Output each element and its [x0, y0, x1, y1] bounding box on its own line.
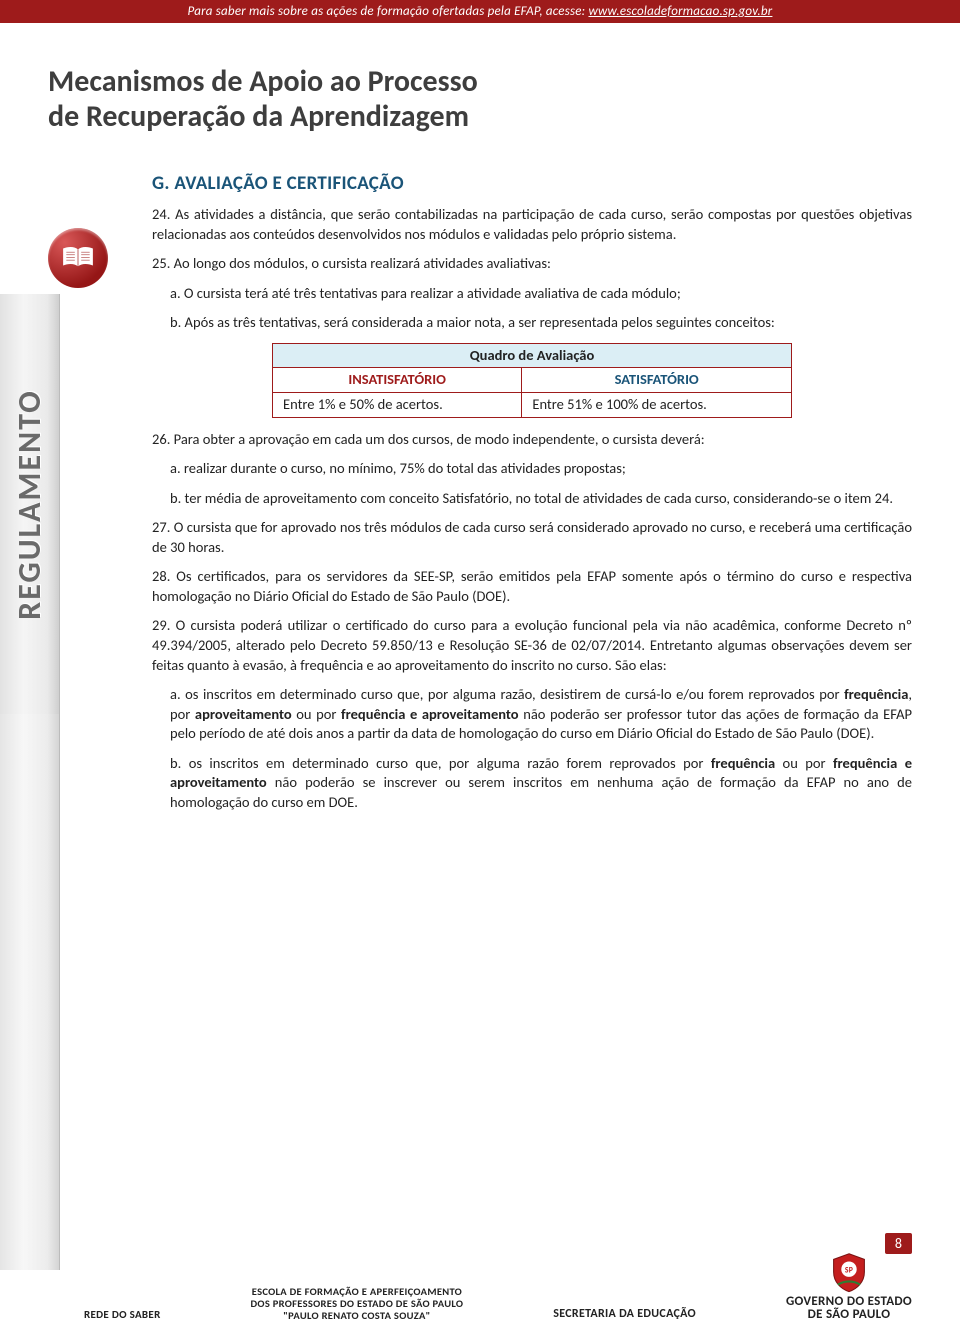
p29a-m2: ou por: [292, 705, 341, 723]
para-26a: a. realizar durante o curso, no mínimo, …: [170, 459, 912, 479]
eval-col1-value: Entre 1% e 50% de acertos.: [273, 392, 522, 417]
eval-col2-header: SATISFATÓRIO: [522, 368, 792, 393]
banner-text: Para saber mais sobre as ações de formaç…: [188, 4, 589, 19]
para-25b: b. Após as três tentativas, será conside…: [170, 313, 912, 333]
para-29: 29. O cursista poderá utilizar o certifi…: [152, 616, 912, 675]
para-24: 24. As atividades a distância, que serão…: [152, 205, 912, 244]
p29b-b1: frequência: [711, 754, 775, 772]
eval-col1-header: INSATISFATÓRIO: [273, 368, 522, 393]
para-27: 27. O cursista que for aprovado nos três…: [152, 518, 912, 557]
footer-rede: REDE DO SABER: [84, 1309, 161, 1322]
eval-col2-value: Entre 51% e 100% de acertos.: [522, 392, 792, 417]
section-heading: G. AVALIAÇÃO E CERTIFICAÇÃO: [152, 172, 912, 195]
p29b-pre: b. os inscritos em determinado curso que…: [170, 754, 711, 772]
side-stripe: [0, 714, 60, 1270]
p29a-b1: frequência: [844, 685, 908, 703]
book-icon: [48, 228, 108, 288]
para-26b: b. ter média de aproveitamento com conce…: [170, 489, 912, 509]
p29b-m1: ou por: [775, 754, 833, 772]
para-29a: a. os inscritos em determinado curso que…: [170, 685, 912, 744]
title-line-1: Mecanismos de Apoio ao Processo: [48, 63, 478, 100]
eval-title: Quadro de Avaliação: [273, 343, 792, 368]
para-29b: b. os inscritos em determinado curso que…: [170, 754, 912, 813]
p29a-b3: frequência e aproveitamento: [341, 705, 519, 723]
svg-text:SP: SP: [845, 1266, 853, 1275]
footer-escola: ESCOLA DE FORMAÇÃO E APERFEIÇOAMENTO DOS…: [251, 1286, 464, 1322]
top-banner: Para saber mais sobre as ações de formaç…: [0, 0, 960, 23]
evaluation-table: Quadro de Avaliação INSATISFATÓRIO SATIS…: [272, 343, 792, 418]
side-tab: REGULAMENTO: [0, 294, 60, 714]
body-content: 24. As atividades a distância, que serão…: [152, 205, 912, 813]
p29a-b2: aproveitamento: [195, 705, 292, 723]
crest-icon: SP: [828, 1251, 870, 1293]
escola-l3: "PAULO RENATO COSTA SOUZA": [251, 1310, 464, 1322]
banner-url[interactable]: www.escoladeformacao.sp.gov.br: [588, 4, 772, 19]
footer-secretaria: SECRETARIA DA EDUCAÇÃO: [553, 1308, 696, 1322]
page-title: Mecanismos de Apoio ao Processo de Recup…: [48, 65, 912, 134]
footer-governo: SP GOVERNO DO ESTADO DE SÃO PAULO: [786, 1251, 912, 1322]
side-tab-label: REGULAMENTO: [10, 389, 49, 620]
p29b-post: não poderão se inscrever ou serem inscri…: [170, 773, 912, 811]
title-line-2: de Recuperação da Aprendizagem: [48, 98, 469, 135]
footer: REDE DO SABER ESCOLA DE FORMAÇÃO E APERF…: [0, 1251, 960, 1322]
p29a-pre: a. os inscritos em determinado curso que…: [170, 685, 844, 703]
para-26: 26. Para obter a aprovação em cada um do…: [152, 430, 912, 450]
para-28: 28. Os certificados, para os servidores …: [152, 567, 912, 606]
gov-l2: DE SÃO PAULO: [786, 1308, 912, 1322]
para-25: 25. Ao longo dos módulos, o cursista rea…: [152, 254, 912, 274]
para-25a: a. O cursista terá até três tentativas p…: [170, 284, 912, 304]
